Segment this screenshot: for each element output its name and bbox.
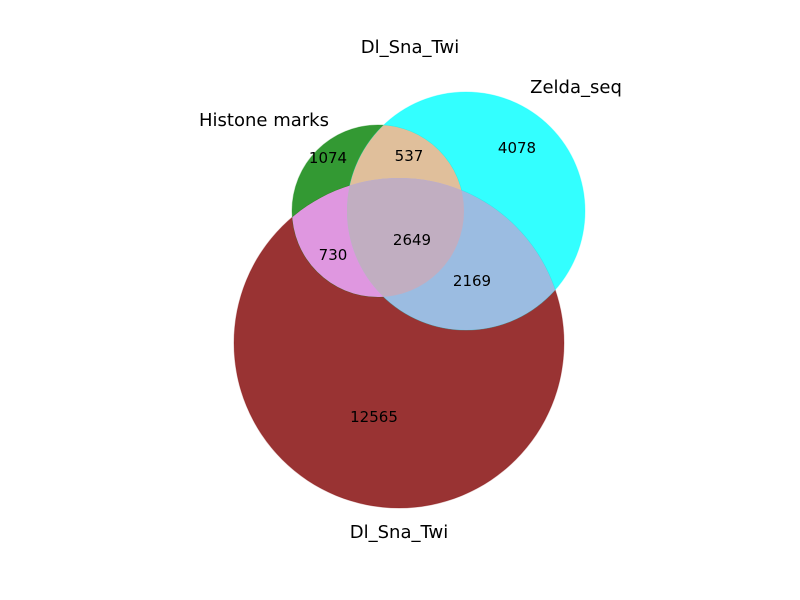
zelda-dst-overlap bbox=[347, 178, 564, 330]
region-count-zelda-dst: 2169 bbox=[453, 272, 491, 290]
region-count-all-three: 2649 bbox=[393, 231, 431, 249]
set-label-histone: Histone marks bbox=[199, 110, 329, 131]
region-count-zelda-only: 4078 bbox=[498, 139, 536, 157]
region-count-histone-only: 1074 bbox=[309, 149, 347, 167]
set-label-dl-sna-twi: Dl_Sna_Twi bbox=[350, 522, 448, 543]
region-count-dst-only: 12565 bbox=[350, 408, 398, 426]
set-label-zelda: Zelda_seq bbox=[530, 77, 622, 98]
region-count-histone-zelda: 537 bbox=[395, 147, 424, 165]
histone-dst-overlap bbox=[292, 178, 464, 297]
region-count-histone-dst: 730 bbox=[319, 246, 348, 264]
diagram-title: Dl_Sna_Twi bbox=[361, 37, 459, 58]
